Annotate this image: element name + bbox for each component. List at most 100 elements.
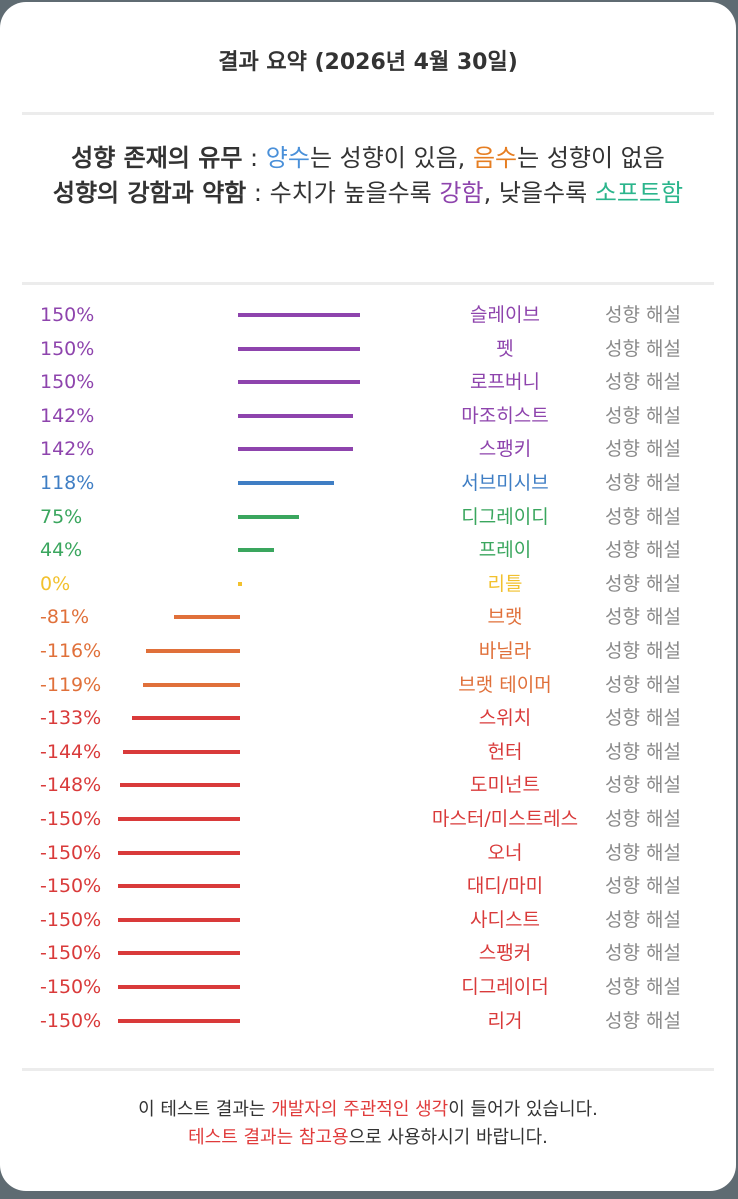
- result-percent: -81%: [40, 606, 90, 629]
- footer-text: 이 들어가 있습니다.: [448, 1099, 598, 1120]
- explain-link[interactable]: 성향 해설: [605, 808, 681, 830]
- result-row: -116% 바닐라 성향 해설: [0, 634, 736, 668]
- result-name: 오너: [487, 841, 523, 864]
- result-bar: [238, 447, 354, 452]
- legend-soft: 소프트함: [594, 179, 684, 207]
- result-bar: [238, 548, 274, 553]
- explain-link[interactable]: 성향 해설: [605, 337, 681, 360]
- result-percent: -150%: [40, 1009, 102, 1032]
- result-bar: [122, 749, 240, 754]
- result-percent: 150%: [40, 337, 95, 360]
- result-row: -150% 오너 성향 해설: [0, 836, 736, 870]
- result-percent: 75%: [40, 505, 83, 528]
- explain-link[interactable]: 성향 해설: [605, 572, 681, 595]
- explain-link[interactable]: 성향 해설: [605, 371, 681, 394]
- explain-link[interactable]: 성향 해설: [605, 606, 681, 629]
- result-percent: 150%: [40, 304, 95, 326]
- explain-link[interactable]: 성향 해설: [605, 539, 681, 562]
- result-percent: -150%: [40, 808, 102, 830]
- explain-link[interactable]: 성향 해설: [605, 740, 681, 763]
- result-row: 44% 프레이 성향 해설: [0, 533, 736, 567]
- result-name: 대디/마미: [466, 875, 544, 898]
- result-row: -119% 브랫 테이머 성향 해설: [0, 668, 736, 702]
- explain-link[interactable]: 성향 해설: [605, 438, 681, 461]
- explain-link[interactable]: 성향 해설: [605, 942, 681, 965]
- result-bar: [118, 884, 240, 889]
- result-percent: -148%: [40, 774, 102, 797]
- result-name: 스위치: [478, 707, 532, 730]
- result-row: -150% 디그레이더 성향 해설: [0, 970, 736, 1004]
- result-name: 바닐라: [478, 640, 532, 662]
- result-bar: [238, 413, 354, 418]
- result-percent: -150%: [40, 976, 102, 998]
- result-row: -133% 스위치 성향 해설: [0, 701, 736, 735]
- result-name: 스팽키: [478, 438, 532, 461]
- result-percent: -150%: [40, 875, 102, 898]
- result-percent: -119%: [40, 673, 102, 696]
- result-bar: [118, 985, 240, 989]
- result-name: 헌터: [487, 740, 523, 763]
- result-bar: [238, 581, 242, 586]
- result-percent: 118%: [40, 472, 95, 494]
- result-bar: [131, 716, 240, 721]
- result-bar: [238, 346, 360, 351]
- explain-link[interactable]: 성향 해설: [605, 707, 681, 730]
- divider: [22, 112, 714, 115]
- result-bar: [143, 682, 240, 687]
- result-percent: 44%: [40, 539, 83, 562]
- result-bar: [118, 951, 240, 956]
- result-bar: [118, 917, 240, 922]
- legend-positive: 양수: [265, 144, 310, 172]
- result-bar: [118, 850, 240, 855]
- result-bar: [119, 783, 240, 788]
- result-name: 프레이: [478, 539, 532, 562]
- explain-link[interactable]: 성향 해설: [605, 640, 681, 662]
- footer-text: 이 테스트 결과는: [138, 1099, 272, 1120]
- result-name: 로프버니: [470, 371, 540, 394]
- result-name: 도미넌트: [470, 774, 540, 797]
- explain-link[interactable]: 성향 해설: [605, 908, 681, 931]
- explain-link[interactable]: 성향 해설: [605, 841, 681, 864]
- result-name: 리틀: [487, 572, 523, 595]
- result-row: -150% 리거 성향 해설: [0, 1004, 736, 1038]
- result-percent: -116%: [40, 640, 102, 662]
- footer-highlight: 테스트 결과는 참고용: [188, 1127, 349, 1148]
- result-bar: [238, 514, 299, 519]
- result-bar: [238, 481, 334, 485]
- footer-note: 테스트 결과는 참고용으로 사용하시기 바랍니다.: [0, 1124, 736, 1152]
- result-name: 리거: [487, 1009, 523, 1032]
- legend-sep: :: [242, 144, 266, 172]
- result-name: 브랫: [487, 606, 523, 629]
- result-bar: [118, 1018, 240, 1023]
- legend-strong: 강함: [439, 179, 484, 207]
- explain-link[interactable]: 성향 해설: [605, 673, 681, 696]
- explain-link[interactable]: 성향 해설: [605, 304, 681, 326]
- footer-note: 이 테스트 결과는 개발자의 주관적인 생각이 들어가 있습니다.: [0, 1096, 736, 1124]
- explain-link[interactable]: 성향 해설: [605, 404, 681, 427]
- explain-link[interactable]: 성향 해설: [605, 875, 681, 898]
- explain-link[interactable]: 성향 해설: [605, 774, 681, 797]
- result-name: 브랫 테이머: [458, 673, 552, 696]
- result-name: 디그레이디: [461, 505, 549, 528]
- result-row: -150% 대디/마미 성향 해설: [0, 869, 736, 903]
- result-row: 142% 스팽키 성향 해설: [0, 432, 736, 466]
- explain-link[interactable]: 성향 해설: [605, 505, 681, 528]
- result-name: 서브미시브: [461, 472, 549, 494]
- result-name: 마조히스트: [461, 404, 549, 427]
- legend-text: : 수치가 높을수록: [246, 179, 440, 207]
- legend-presence-label: 성향 존재의 유무: [71, 144, 243, 172]
- explain-link[interactable]: 성향 해설: [605, 1009, 681, 1032]
- result-percent: -150%: [40, 942, 102, 965]
- result-percent: -144%: [40, 740, 102, 763]
- explain-link[interactable]: 성향 해설: [605, 976, 681, 998]
- result-row: 118% 서브미시브 성향 해설: [0, 466, 736, 500]
- footer-text: 으로 사용하시기 바랍니다.: [348, 1127, 548, 1148]
- explain-link[interactable]: 성향 해설: [605, 472, 681, 494]
- result-name: 슬레이브: [470, 304, 540, 326]
- page-title: 결과 요약 (2026년 4월 30일): [218, 50, 518, 75]
- result-percent: 0%: [40, 572, 71, 595]
- result-bar: [238, 313, 360, 317]
- result-row: 150% 펫 성향 해설: [0, 332, 736, 366]
- result-bar: [174, 615, 240, 620]
